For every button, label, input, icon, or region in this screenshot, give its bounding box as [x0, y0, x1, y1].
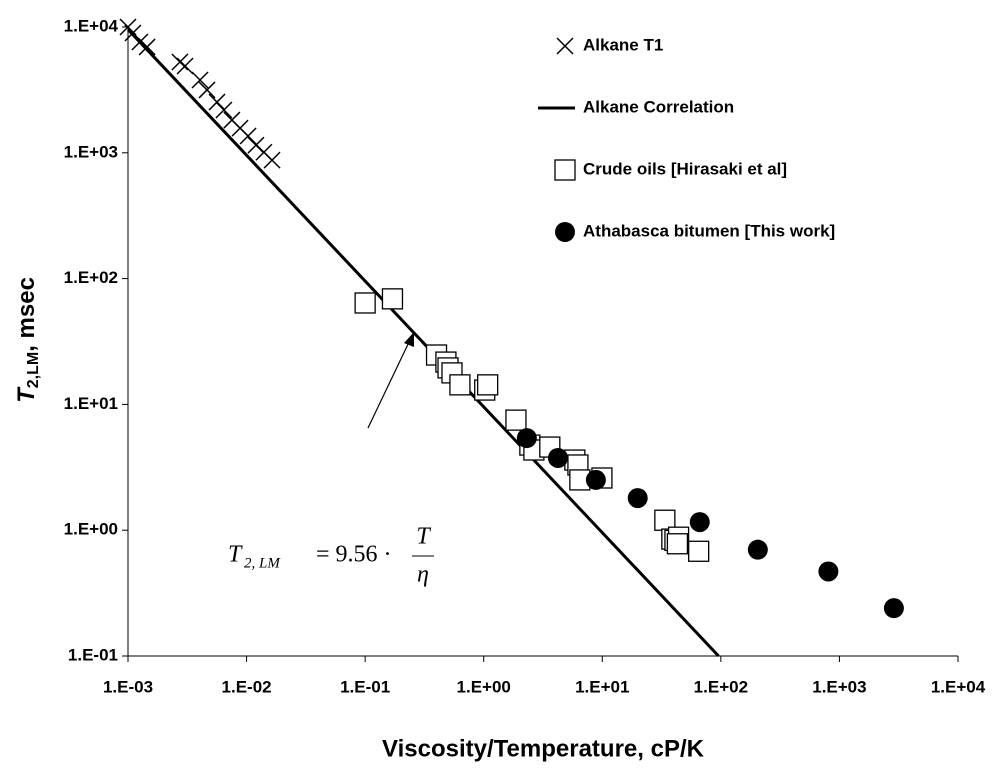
- data-point: [171, 53, 189, 71]
- legend-marker: [554, 159, 576, 181]
- data-point: [747, 539, 768, 560]
- legend-label: Athabasca bitumen [This work]: [583, 221, 835, 240]
- x-tick-label: 1.E-02: [222, 677, 272, 696]
- x-axis-title: Viscosity/Temperature, cP/K: [382, 735, 705, 762]
- y-tick-label: 1.E+02: [64, 268, 118, 287]
- x-tick-label: 1.E+04: [931, 677, 986, 696]
- data-point: [354, 292, 376, 314]
- data-point: [381, 288, 404, 310]
- y-tick-label: 1.E+01: [64, 394, 118, 413]
- data-point: [191, 71, 209, 89]
- y-axis-title: T2,LM, msec: [13, 277, 42, 403]
- data-point: [585, 469, 606, 490]
- data-point: [176, 57, 194, 75]
- x-tick-label: 1.E+02: [694, 677, 748, 696]
- data-point: [215, 101, 233, 119]
- data-point: [666, 533, 689, 555]
- x-tick-label: 1.E-01: [340, 677, 390, 696]
- data-point: [477, 374, 499, 396]
- x-tick-label: 1.E+00: [457, 677, 511, 696]
- data-point: [818, 561, 839, 582]
- y-tick-label: 1.E-01: [68, 645, 118, 664]
- legend-label: Alkane T1: [583, 35, 663, 54]
- annotation-arrow: [367, 339, 411, 429]
- eq-lhs: T: [228, 542, 243, 568]
- legend-marker: [556, 37, 574, 55]
- legend-marker: [555, 222, 575, 242]
- y-tick-label: 1.E+03: [64, 142, 118, 161]
- y-tick-label: 1.E+00: [64, 520, 118, 539]
- data-point: [627, 488, 648, 509]
- eq-rhs: = 9.56 ·: [316, 542, 392, 568]
- data-point: [547, 447, 568, 468]
- eq-den: η: [417, 562, 429, 588]
- y-tick-label: 1.E+04: [64, 16, 119, 35]
- x-tick-label: 1.E+03: [812, 677, 866, 696]
- data-point: [239, 127, 257, 145]
- x-tick-label: 1.E+01: [575, 677, 629, 696]
- eq-lhs-sub: 2, LM: [244, 555, 281, 571]
- correlation-line: [126, 28, 720, 658]
- data-point: [198, 81, 216, 99]
- eq-num: T: [416, 524, 431, 550]
- y-title-main: T: [13, 386, 40, 403]
- legend-label: Alkane Correlation: [583, 97, 734, 116]
- y-title-sub: 2,LM: [25, 352, 42, 388]
- data-point: [516, 428, 537, 449]
- data-point: [138, 38, 156, 56]
- data-point: [449, 374, 471, 396]
- data-point: [883, 598, 904, 619]
- y-title-rest: , msec: [13, 277, 40, 352]
- data-point: [263, 151, 281, 169]
- legend-label: Crude oils [Hirasaki et al]: [583, 159, 787, 178]
- data-point: [505, 409, 527, 431]
- data-point: [688, 540, 710, 562]
- data-point: [689, 512, 710, 533]
- arrow-head: [404, 332, 414, 347]
- x-tick-label: 1.E-03: [103, 677, 153, 696]
